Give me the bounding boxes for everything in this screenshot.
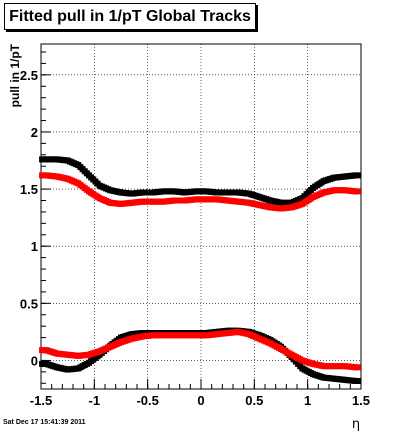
x-tick-label: 0 bbox=[197, 393, 204, 408]
series-2 bbox=[39, 172, 361, 212]
x-tick-label: -1.5 bbox=[30, 393, 52, 408]
y-tick-label: 0 bbox=[31, 353, 38, 368]
axis-ticks bbox=[40, 51, 362, 389]
series-4 bbox=[39, 328, 361, 371]
data-point bbox=[354, 172, 361, 179]
y-axis-label: pull in 1/pT bbox=[8, 43, 22, 107]
data-point bbox=[354, 378, 361, 385]
data-point bbox=[354, 364, 361, 371]
chart-title: Fitted pull in 1/pT Global Tracks bbox=[4, 3, 256, 30]
y-tick-label: 0.5 bbox=[20, 296, 38, 311]
x-tick-label: 1 bbox=[304, 393, 311, 408]
y-tick-label: 2.5 bbox=[20, 68, 38, 83]
tick-labels: -1.5 -1 -0.5 0 0.5 1 1.5 0 0.5 1 1.5 2 2.5 bbox=[20, 68, 370, 408]
y-tick-label: 2 bbox=[31, 125, 38, 140]
x-tick-label: -0.5 bbox=[136, 393, 158, 408]
grid bbox=[41, 44, 361, 389]
y-tick-label: 1 bbox=[31, 239, 38, 254]
timestamp: Sat Dec 17 15:41:39 2011 bbox=[3, 419, 86, 426]
data-point bbox=[354, 188, 361, 195]
x-axis-label: η bbox=[352, 417, 360, 432]
y-tick-label: 1.5 bbox=[20, 182, 38, 197]
data-points bbox=[39, 156, 361, 385]
x-tick-label: 1.5 bbox=[352, 393, 370, 408]
x-tick-label: 0.5 bbox=[245, 393, 263, 408]
series-1 bbox=[39, 156, 361, 206]
x-tick-label: -1 bbox=[89, 393, 101, 408]
